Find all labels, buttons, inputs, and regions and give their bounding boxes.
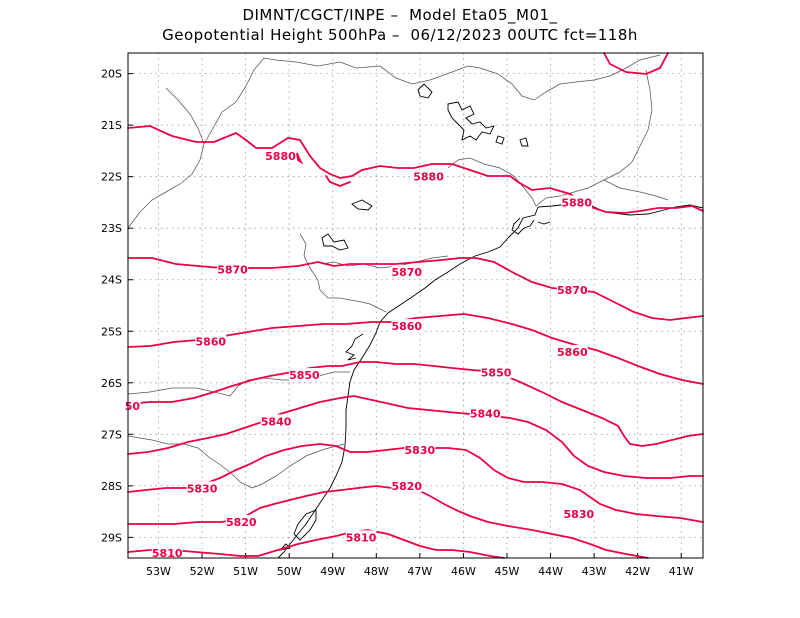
contour-label: 5880	[265, 150, 296, 163]
reservoir	[447, 101, 495, 141]
reservoir	[495, 135, 505, 145]
contour-label: 5830	[405, 444, 436, 457]
contour-5880-north	[603, 52, 669, 75]
contour-label-background	[561, 195, 593, 209]
contour-label-background	[225, 514, 257, 528]
y-tick-label: 29S	[101, 531, 122, 544]
contour-label-background	[391, 265, 423, 279]
contour-label: 5870	[391, 266, 422, 279]
contour-5880	[127, 125, 704, 214]
contour-label-background	[265, 149, 296, 163]
contour-label: 5860	[557, 346, 588, 359]
contour-5880-loop	[325, 175, 351, 187]
x-tick-label: 47W	[407, 565, 432, 578]
contour-5830	[127, 443, 704, 523]
x-tick-label: 49W	[320, 565, 345, 578]
contour-label-background	[289, 368, 320, 382]
contour-label-background	[404, 442, 436, 456]
contour-label: 5810	[346, 531, 377, 544]
contour-5840	[127, 395, 704, 479]
contour-label-background	[151, 545, 183, 559]
contour-label: 5830	[564, 508, 595, 521]
reservoir	[417, 83, 433, 99]
x-tick-label: 51W	[233, 565, 258, 578]
contour-label-background	[413, 169, 444, 183]
contour-label-background	[345, 530, 377, 544]
x-tick-label: 41W	[669, 565, 694, 578]
contour-5850	[127, 361, 704, 447]
map-title-line1: DIMNT/CGCT/INPE – Model Eta05_M01_	[242, 6, 558, 24]
reservoir	[321, 233, 349, 251]
contour-label-background	[391, 319, 423, 333]
contour-label-background	[195, 334, 227, 348]
coastline	[511, 217, 535, 235]
contour-label: 5840	[470, 408, 501, 421]
x-tick-label: 53W	[146, 565, 171, 578]
axis-tick-labels: 53W 52W 51W 50W 49W 48W 47W 46W 45W 44W 43W 42W 41W 2…	[101, 68, 694, 578]
x-tick-label: 52W	[190, 565, 215, 578]
map-title-line2: Geopotential Height 500hPa – 06/12/2023 …	[162, 26, 638, 44]
contour-label: 50	[125, 400, 141, 413]
y-tick-label: 20S	[101, 68, 122, 81]
contour-5860	[127, 313, 704, 385]
contour-label: 5870	[217, 263, 248, 276]
contour-label: 5850	[289, 369, 320, 382]
coastline	[277, 200, 704, 559]
y-tick-label: 24S	[101, 274, 122, 287]
x-tick-label: 42W	[625, 565, 650, 578]
contour-label-background	[186, 481, 218, 495]
contour-label-background	[556, 283, 588, 297]
x-tick-label: 46W	[451, 565, 476, 578]
y-tick-label: 27S	[101, 428, 122, 441]
coastline	[278, 543, 291, 551]
x-tick-label: 45W	[495, 565, 520, 578]
contour-label: 5860	[391, 320, 422, 333]
contour-5880-blob	[296, 152, 304, 165]
y-tick-label: 21S	[101, 119, 122, 132]
contour-label: 5880	[413, 171, 444, 184]
coastline	[345, 333, 364, 361]
contour-label: 5830	[187, 482, 218, 495]
contour-label-background	[563, 507, 595, 521]
contour-labels: 5880 5880 5880 5870 5870 5870 5860 5860 5860 5850…	[124, 149, 595, 560]
contour-label-background	[469, 406, 501, 420]
contour-label: 5880	[561, 196, 592, 209]
x-tick-label: 48W	[364, 565, 389, 578]
coastline	[537, 221, 551, 225]
contour-label: 5820	[391, 480, 422, 493]
y-tick-label: 28S	[101, 480, 122, 493]
x-tick-label: 43W	[582, 565, 607, 578]
contour-label: 5870	[557, 284, 588, 297]
x-tick-label: 50W	[277, 565, 302, 578]
reservoir	[519, 137, 529, 147]
x-tick-label: 44W	[538, 565, 563, 578]
reservoir	[351, 199, 373, 211]
coastline	[293, 509, 317, 541]
contour-label-background	[391, 478, 423, 492]
contour-label: 5850	[481, 366, 512, 379]
contour-label-background	[260, 414, 292, 428]
contour-label: 5840	[261, 415, 292, 428]
y-tick-label: 23S	[101, 222, 122, 235]
y-tick-label: 22S	[101, 171, 122, 184]
contour-label: 5820	[226, 516, 257, 529]
contour-5810	[127, 529, 505, 559]
y-tick-label: 25S	[101, 325, 122, 338]
contour-label: 5810	[152, 547, 183, 560]
contour-label: 5860	[195, 336, 226, 349]
plot-frame	[127, 52, 704, 559]
contour-label-background	[217, 262, 248, 276]
contour-label-background	[556, 344, 588, 358]
contour-label-background	[480, 365, 512, 379]
contour-5820	[127, 485, 649, 559]
y-tick-label: 26S	[101, 377, 122, 390]
